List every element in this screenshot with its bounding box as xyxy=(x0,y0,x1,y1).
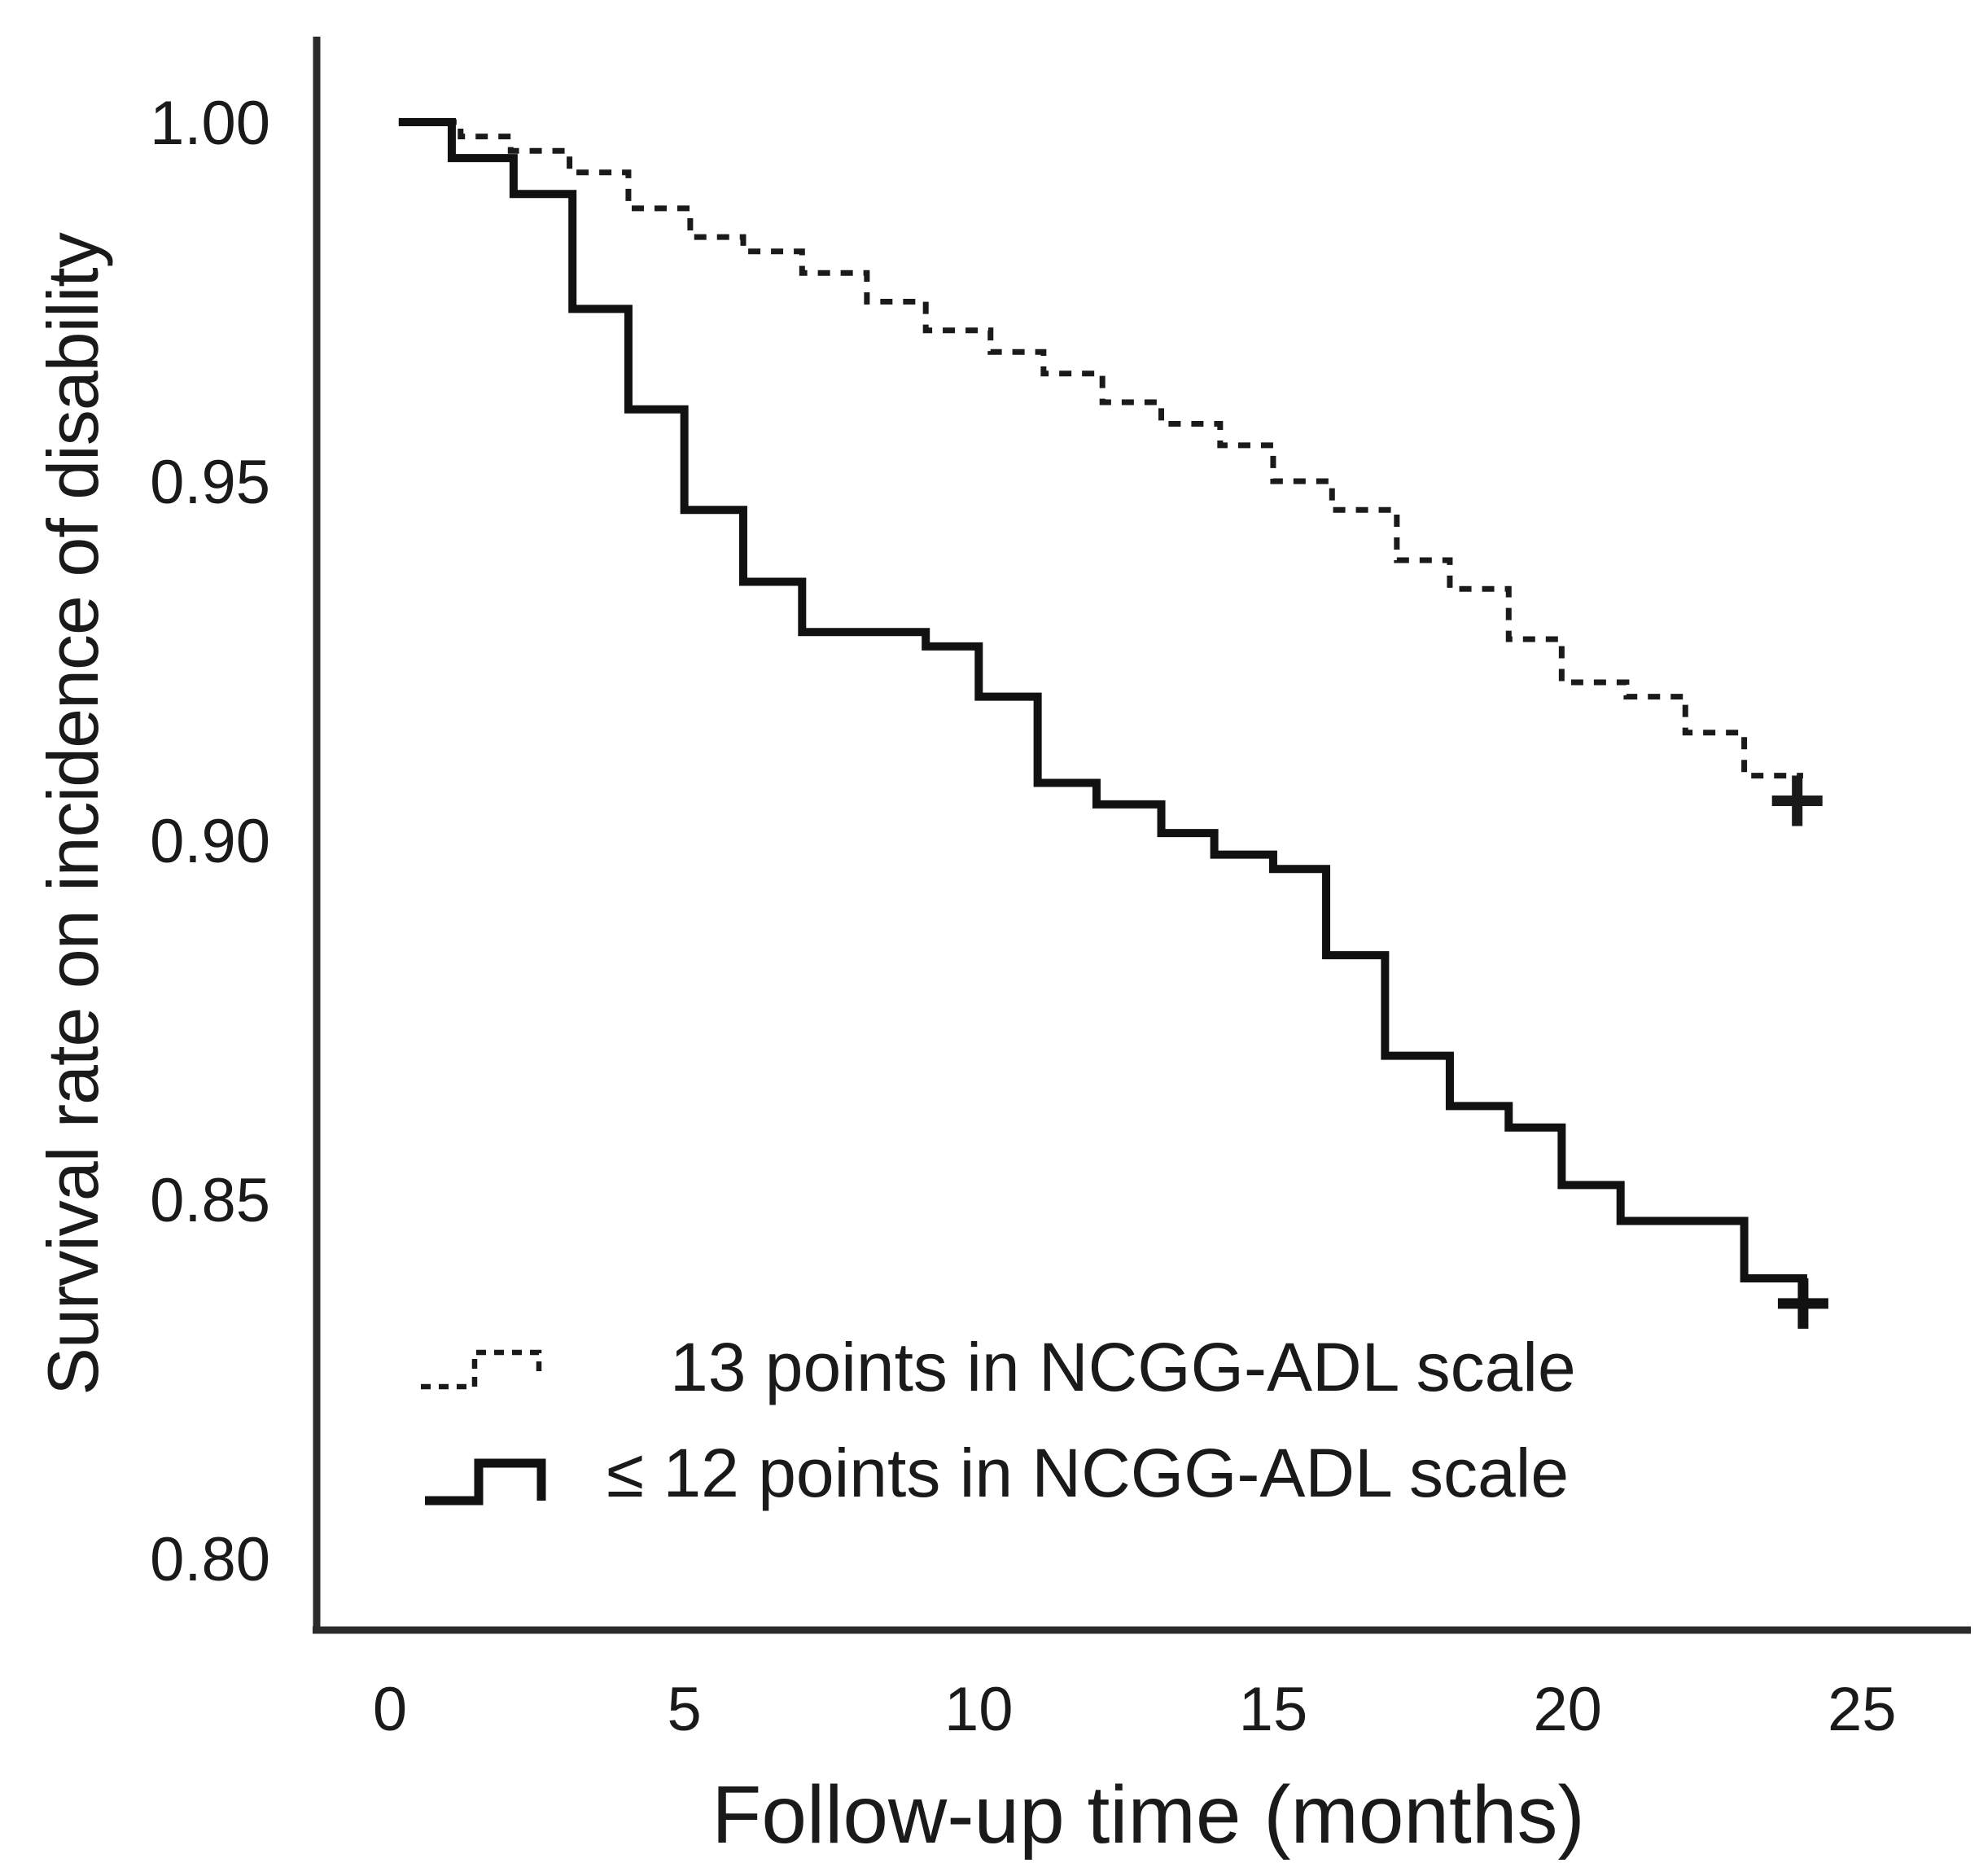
y-tick-label-0.90: 0.90 xyxy=(150,807,270,876)
y-tick-label-1.00: 1.00 xyxy=(150,89,270,158)
series-curve-solid xyxy=(398,118,1807,1304)
x-tick-label-25: 25 xyxy=(1828,1675,1897,1744)
series-curve-dotted xyxy=(398,119,1803,779)
x-tick-label-10: 10 xyxy=(944,1675,1014,1744)
x-tick-label-20: 20 xyxy=(1533,1675,1602,1744)
legend-label-13-points: 13 points in NCGG-ADL scale xyxy=(670,1329,1576,1405)
y-tick-label-0.95: 0.95 xyxy=(150,448,270,517)
y-tick-label-0.85: 0.85 xyxy=(150,1166,270,1235)
x-tick-label-15: 15 xyxy=(1239,1675,1308,1744)
x-tick-label-5: 5 xyxy=(668,1675,702,1744)
legend-key-solid-step-icon xyxy=(425,1458,546,1506)
x-tick-label-0: 0 xyxy=(373,1675,407,1744)
x-axis-title: Follow-up time (months) xyxy=(711,1769,1585,1861)
y-axis-title: Survival rate on incidence of disability xyxy=(33,233,113,1396)
legend-label-12-points-or-less: ≤ 12 points in NCGG-ADL scale xyxy=(606,1435,1570,1511)
legend-key-dotted-step-icon xyxy=(421,1349,542,1390)
y-tick-label-0.80: 0.80 xyxy=(150,1525,270,1594)
